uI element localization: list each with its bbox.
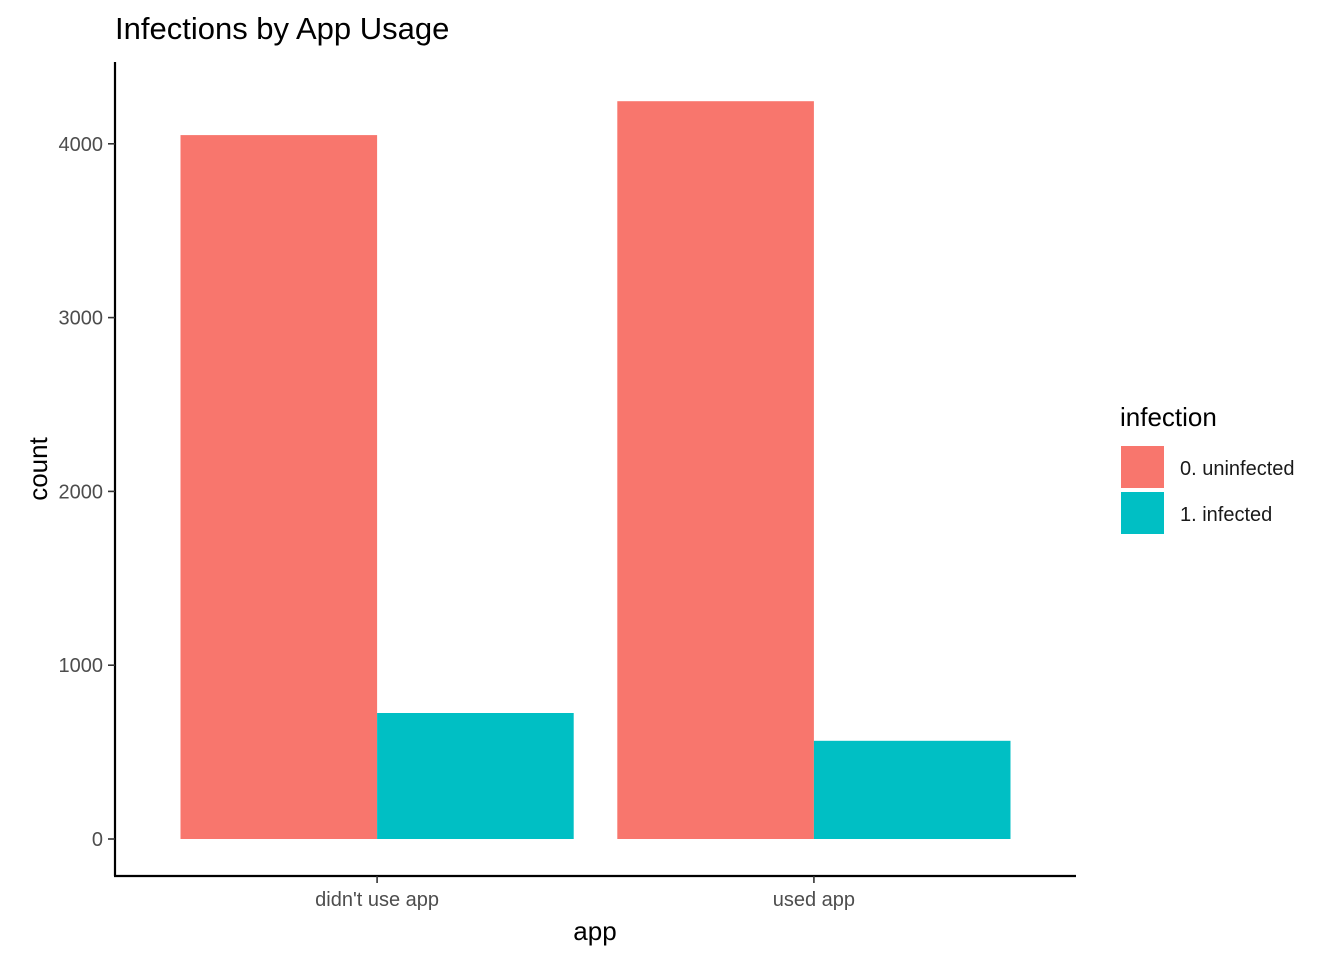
chart-title: Infections by App Usage — [115, 11, 449, 46]
bars-group — [180, 101, 1011, 840]
legend-key-1-infected — [1121, 492, 1164, 534]
y-tick-label: 3000 — [59, 308, 104, 330]
y-tick-label: 0 — [92, 829, 103, 851]
y-axis-ticks: 0 1000 2000 3000 4000 — [59, 134, 115, 851]
bar-used-app-0-uninfected — [617, 101, 814, 839]
legend: infection 0. uninfected 1. infected — [1120, 402, 1295, 534]
legend-label: 0. uninfected — [1180, 458, 1295, 480]
y-axis-title: count — [23, 436, 53, 500]
bar-didn-t-use-app-0-uninfected — [180, 135, 378, 840]
bar-used-app-1-infected — [813, 740, 1011, 839]
x-tick-label: used app — [773, 889, 855, 911]
legend-title: infection — [1120, 402, 1217, 432]
legend-label: 1. infected — [1180, 504, 1272, 526]
x-tick-label: didn't use app — [315, 889, 439, 911]
x-axis-ticks: didn't use app used app — [315, 876, 855, 911]
y-tick-label: 4000 — [59, 134, 104, 156]
y-tick-label: 1000 — [59, 655, 104, 677]
legend-key-0-uninfected — [1121, 446, 1164, 488]
bar-didn-t-use-app-1-infected — [377, 713, 574, 839]
y-tick-label: 2000 — [59, 481, 104, 503]
x-axis-title: app — [573, 916, 616, 946]
